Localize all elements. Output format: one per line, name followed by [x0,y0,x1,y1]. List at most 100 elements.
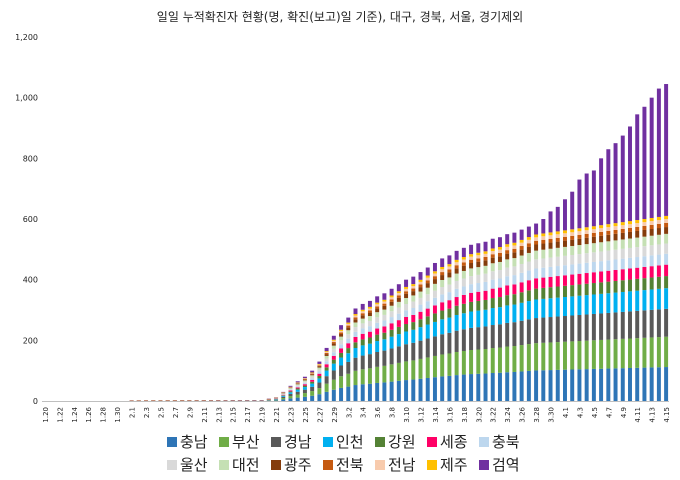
bar-segment [664,288,669,309]
bar-segment [664,84,669,216]
bar-segment [620,248,625,259]
bar-segment [411,301,416,308]
legend-swatch [375,460,385,470]
bar-segment [389,381,394,401]
bar-segment [490,254,495,258]
bar-segment [476,310,481,328]
bar-segment [339,332,344,335]
bar-segment [620,280,625,292]
bar-segment [331,352,336,356]
bar-segment [505,234,510,245]
bar-segment [302,389,307,394]
bar-segment [353,308,358,315]
bar-segment [447,292,452,301]
bar-stack [461,247,466,401]
bar-stack [281,391,286,401]
bar-segment [447,332,452,354]
bar-segment [534,288,539,300]
bar-segment [389,299,394,302]
bar-segment [534,370,539,401]
bar-segment [346,353,351,362]
x-tick-label: 4.1 [562,407,570,418]
bar-segment [324,351,329,352]
bar-segment [411,286,416,289]
bar-segment [346,325,351,328]
bar-segment [454,259,459,263]
x-tick-label: 3.2 [345,407,353,418]
bar-segment [274,400,279,401]
bar-segment [367,320,372,327]
bar-segment [331,363,336,371]
bar-segment [367,337,372,344]
bar-segment [577,263,582,274]
bar-segment [548,266,553,277]
bar-stack [454,250,459,401]
bar-segment [476,349,481,374]
bar-segment [310,375,315,377]
bar-segment [425,324,430,339]
bar-stack [411,276,416,401]
bar-segment [389,288,394,296]
bar-segment [310,391,315,396]
bar-segment [505,346,510,373]
legend-label: 광주 [284,456,312,474]
bar-stack [367,300,372,401]
bar-segment [526,319,531,345]
bar-segment [620,258,625,270]
bar-segment [324,358,329,362]
bar-segment [512,266,517,276]
bar-segment [461,303,466,314]
bar-segment [331,370,336,380]
bar-segment [541,236,546,240]
bar-segment [432,271,437,274]
bar-segment [404,324,409,332]
bar-segment [642,256,647,267]
x-tick-label: 3.22 [490,407,498,423]
bar-segment [570,341,575,370]
bar-segment [505,246,510,251]
bar-segment [404,316,409,325]
bar-segment [317,361,322,364]
bar-segment [526,344,531,371]
bar-segment [317,378,322,383]
bar-segment [324,355,329,359]
bar-segment [461,257,466,260]
x-tick-label: 2.25 [302,407,310,423]
bar-segment [483,281,488,291]
bar-segment [526,301,531,320]
bar-segment [425,275,430,278]
bar-segment [497,256,502,262]
bar-segment [302,380,307,382]
bar-segment [541,233,546,237]
bar-segment [360,309,365,312]
bar-segment [490,279,495,289]
bar-segment [483,326,488,350]
bar-segment [548,317,553,343]
bar-segment [526,243,531,247]
bar-segment [490,251,495,255]
bar-segment [570,229,575,233]
bar-segment [454,351,459,376]
bar-stack [245,400,250,402]
bar-segment [512,252,517,259]
bar-segment [548,211,553,233]
bar-segment [548,257,553,267]
bar-segment [274,399,279,400]
bar-segment [396,326,401,335]
bar-segment [331,379,336,390]
bar-segment [570,239,575,246]
x-tick-label: 3.4 [360,406,368,418]
bar-segment [425,280,430,284]
bar-segment [425,357,430,378]
bar-segment [317,375,322,379]
bar-segment [620,222,625,226]
bar-segment [541,298,546,318]
bar-segment [288,385,293,387]
x-tick-label: 2.23 [287,407,295,423]
bar-segment [295,386,300,388]
bar-segment [447,264,452,267]
bar-segment [331,345,336,349]
bar-segment [606,368,611,401]
bar-segment [382,382,387,401]
bar-segment [454,375,459,401]
